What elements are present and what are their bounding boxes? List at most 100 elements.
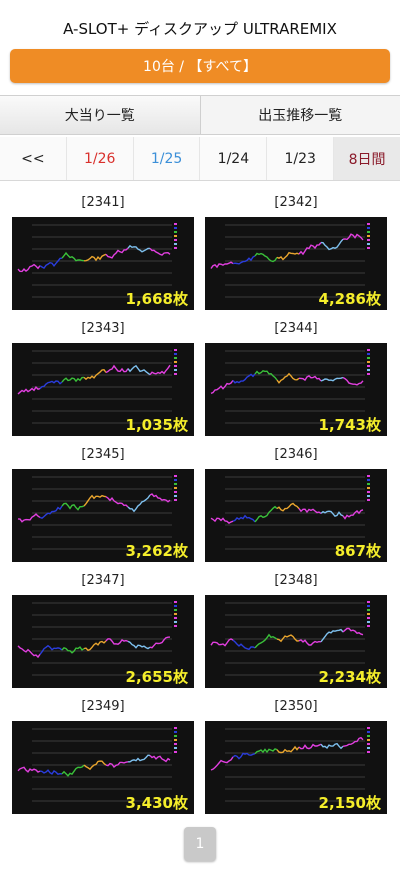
legend-swatch: [174, 601, 177, 603]
payout-chart[interactable]: [205, 469, 387, 562]
payout-graph: [210, 727, 370, 802]
legend-swatch: [367, 247, 370, 249]
payout-graph: [17, 601, 177, 676]
legend-swatch: [174, 227, 177, 229]
payout-graph: [210, 223, 370, 298]
trend-line-segment: [105, 496, 129, 508]
trend-line-segment: [298, 639, 322, 646]
trend-line-segment: [298, 375, 322, 382]
payout-chart[interactable]: [205, 217, 387, 310]
legend-swatch: [367, 353, 370, 355]
machine-card[interactable]: [2344] 1,743枚: [205, 316, 387, 438]
trend-line-segment: [61, 376, 85, 383]
legend-swatch: [367, 743, 370, 745]
trend-line-segment: [276, 502, 300, 512]
trend-line-segment: [276, 634, 300, 643]
trend-line-segment: [149, 364, 171, 376]
date-1-26[interactable]: 1/26: [66, 137, 134, 180]
pagination-page-button[interactable]: 1: [184, 827, 216, 861]
trend-line-segment: [127, 494, 151, 513]
trend-line-segment: [210, 379, 234, 395]
trend-line-segment: [342, 376, 364, 386]
legend-swatch: [174, 361, 177, 363]
payout-chart[interactable]: [12, 595, 194, 688]
legend-swatch: [174, 365, 177, 367]
machine-card[interactable]: [2345] 3,262枚: [12, 442, 194, 564]
tab-payout-trend-list[interactable]: 出玉推移一覧: [199, 96, 400, 134]
date-1-23[interactable]: 1/23: [267, 137, 335, 180]
legend-swatch: [367, 731, 370, 733]
machine-card[interactable]: [2350] 2,150枚: [205, 694, 387, 816]
trend-line-segment: [149, 755, 171, 763]
machine-card[interactable]: [2348] 2,234枚: [205, 568, 387, 690]
payout-chart[interactable]: [12, 343, 194, 436]
legend-swatch: [174, 731, 177, 733]
payout-chart[interactable]: [12, 721, 194, 814]
trend-line-segment: [320, 628, 344, 643]
legend-swatch: [174, 499, 177, 501]
trend-line-segment: [342, 509, 364, 520]
trend-line-segment: [276, 745, 300, 754]
payout-graph: [17, 223, 177, 298]
machine-card[interactable]: [2346] 867枚: [205, 442, 387, 564]
legend-swatch: [174, 609, 177, 611]
legend-swatch: [367, 499, 370, 501]
legend-swatch: [174, 235, 177, 237]
machine-filter-button[interactable]: 10台 / 【すべて】: [10, 49, 390, 83]
coin-count: 1,743枚: [318, 416, 381, 434]
trend-line-segment: [39, 644, 63, 655]
trend-line-segment: [128, 754, 151, 763]
payout-chart[interactable]: [205, 343, 387, 436]
legend-swatch: [174, 373, 177, 375]
legend-swatch: [367, 357, 370, 359]
legend-swatch: [367, 349, 370, 351]
date-prev-button[interactable]: <<: [0, 137, 67, 180]
machine-number: [2345]: [81, 447, 125, 462]
machine-card[interactable]: [2349] 3,430枚: [12, 694, 194, 816]
trend-line-segment: [320, 238, 344, 251]
machine-number: [2341]: [81, 195, 125, 210]
trend-line-segment: [210, 638, 234, 647]
legend-swatch: [367, 361, 370, 363]
legend-swatch: [367, 231, 370, 233]
legend-swatch: [174, 483, 177, 485]
payout-chart[interactable]: [12, 469, 194, 562]
trend-line-segment: [149, 247, 171, 256]
trend-line-segment: [39, 769, 63, 775]
trend-line-segment: [342, 736, 364, 747]
trend-line-segment: [83, 494, 107, 507]
payout-chart[interactable]: [205, 721, 387, 814]
machine-card[interactable]: [2342] 4,286枚: [205, 190, 387, 312]
payout-graph: [17, 727, 177, 802]
legend-swatch: [174, 475, 177, 477]
trend-line-segment: [105, 247, 129, 259]
legend-swatch: [174, 747, 177, 749]
trend-line-segment: [39, 505, 63, 520]
trend-line-segment: [232, 255, 256, 265]
machine-card[interactable]: [2343] 1,035枚: [12, 316, 194, 438]
date-1-24[interactable]: 1/24: [200, 137, 268, 180]
trend-line-segment: [298, 242, 322, 256]
machine-number: [2342]: [274, 195, 318, 210]
payout-chart[interactable]: [205, 595, 387, 688]
payout-graph: [210, 475, 370, 550]
legend-swatch: [367, 751, 370, 753]
trend-line-segment: [17, 766, 41, 773]
legend-swatch: [367, 479, 370, 481]
machine-card[interactable]: [2341] 1,668枚: [12, 190, 194, 312]
machine-card[interactable]: [2347] 2,655枚: [12, 568, 194, 690]
date-8-days[interactable]: 8日間: [334, 137, 400, 180]
legend-swatch: [174, 369, 177, 371]
legend-swatch: [367, 475, 370, 477]
trend-line-segment: [127, 640, 151, 650]
legend-swatch: [174, 349, 177, 351]
payout-chart[interactable]: [12, 217, 194, 310]
legend-swatch: [174, 353, 177, 355]
date-1-25[interactable]: 1/25: [133, 137, 201, 180]
tab-jackpot-list[interactable]: 大当り一覧: [0, 96, 200, 134]
trend-line-segment: [17, 263, 41, 273]
coin-count: 4,286枚: [318, 290, 381, 308]
trend-line-segment: [61, 251, 85, 262]
legend-swatch: [174, 751, 177, 753]
trend-line-segment: [232, 639, 256, 651]
